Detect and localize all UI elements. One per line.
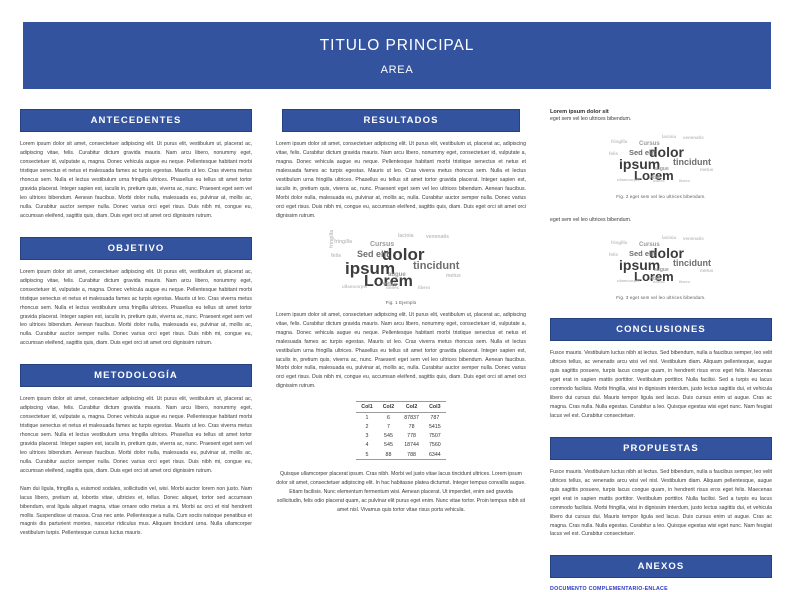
table-cell: 1 bbox=[365, 414, 369, 421]
resultados-body-1: Lorem ipsum dolor sit amet, consectetuer… bbox=[276, 141, 526, 219]
table-header-row: Col1 Col2 Col2 Col3 bbox=[356, 401, 446, 414]
spacer bbox=[20, 230, 252, 237]
right-intro-sub: eget sem vel leo ultrices bibendum. bbox=[550, 116, 632, 123]
section-header-anexos: ANEXOS bbox=[550, 555, 772, 579]
poster-canvas: TITULO PRINCIPAL AREA ANTECEDENTES Lorem… bbox=[20, 22, 772, 592]
right-intro-sub-2: eget sem vel leo ultrices bibendum. bbox=[550, 217, 632, 224]
table-cell: 3 bbox=[365, 433, 369, 440]
table-cell: 787 bbox=[430, 414, 440, 421]
column-right: Lorem ipsum dolor sit eget sem vel leo u… bbox=[550, 109, 772, 592]
table-col-header: Col2 bbox=[377, 401, 400, 414]
wordcloud-3-image: dolor ipsum Lorem tincidunt Sed elit Cur… bbox=[605, 233, 717, 288]
table-cell: 88 bbox=[377, 450, 400, 461]
metodologia-body-2: Nam dui ligula, fringilla a, euismod sod… bbox=[20, 485, 252, 537]
section-header-objetivo: OBJETIVO bbox=[20, 236, 252, 260]
resultados-body-2: Lorem ipsum dolor sit amet, consectetuer… bbox=[276, 311, 526, 390]
figure-1: dolor ipsum Lorem tincidunt Sed elit Cur… bbox=[276, 230, 526, 305]
table-cell: 2 bbox=[365, 424, 369, 431]
column-left: ANTECEDENTES Lorem ipsum dolor sit amet,… bbox=[20, 109, 252, 547]
table-row: 5 88 788 6344 bbox=[356, 450, 446, 461]
figure-2-caption: Fig. 2 eget sem vel leo ultrices bibendu… bbox=[616, 194, 706, 200]
spacer bbox=[20, 357, 252, 364]
table-col-header: Col3 bbox=[423, 401, 446, 414]
section-header-antecedentes: ANTECEDENTES bbox=[20, 109, 252, 133]
section-header-conclusiones: CONCLUSIONES bbox=[550, 318, 772, 342]
wordcloud-2-image: dolor ipsum Lorem tincidunt Sed elit Cur… bbox=[605, 132, 717, 187]
column-middle: RESULTADOS Lorem ipsum dolor sit amet, c… bbox=[276, 109, 526, 524]
conclusiones-body: Fusce mauris. Vestibulum luctus nibh at … bbox=[550, 350, 772, 419]
right-intro-lead: Lorem ipsum dolor sit bbox=[550, 109, 609, 116]
page-title: TITULO PRINCIPAL bbox=[319, 37, 475, 54]
table-cell: 5 bbox=[356, 450, 378, 461]
figure-1-caption: Fig. 1 Ejemplo bbox=[385, 299, 417, 305]
metodologia-body: Lorem ipsum dolor sit amet, consectetuer… bbox=[20, 396, 252, 474]
table-col-header: Col1 bbox=[356, 401, 378, 414]
table-row: 2 7 78 5415 bbox=[356, 422, 446, 431]
poster-title-banner: TITULO PRINCIPAL AREA bbox=[23, 22, 771, 90]
figure-3-caption: Fig. 3 eget sem vel leo ultrices bibendu… bbox=[616, 295, 706, 301]
table-cell: 87837 bbox=[404, 414, 419, 421]
table-cell: 78 bbox=[408, 424, 415, 431]
antecedentes-body: Lorem ipsum dolor sit amet, consectetuer… bbox=[20, 141, 252, 219]
table-cell: 778 bbox=[407, 433, 416, 440]
table-cell: 545 bbox=[384, 433, 393, 440]
section-header-propuestas: PROPUESTAS bbox=[550, 436, 772, 460]
wordcloud-1-image: dolor ipsum Lorem tincidunt Sed elit Cur… bbox=[326, 230, 476, 292]
section-header-metodologia: METODOLOGÍA bbox=[20, 364, 252, 388]
table-cell: 7507 bbox=[428, 433, 441, 440]
table-row: 1 6 87837 787 bbox=[356, 413, 446, 423]
table-row: 4 545 18744 7560 bbox=[356, 441, 446, 450]
table-col-header: Col2 bbox=[399, 401, 424, 414]
table-cell: 4 bbox=[365, 442, 369, 449]
figure-2: dolor ipsum Lorem tincidunt Sed elit Cur… bbox=[550, 132, 772, 199]
results-table: Col1 Col2 Col2 Col3 1 6 87837 787 bbox=[356, 401, 446, 461]
spacer bbox=[550, 548, 772, 555]
table-cell: 18744 bbox=[404, 442, 419, 449]
table-cell: 5415 bbox=[428, 424, 441, 431]
table-cell: 6 bbox=[387, 414, 390, 421]
table-cell: 6344 bbox=[423, 450, 446, 461]
table-cell: 545 bbox=[384, 442, 393, 449]
anexo-document-link[interactable]: DOCUMENTO COMPLEMENTARIO-ENLACE bbox=[550, 586, 668, 592]
section-header-resultados: RESULTADOS bbox=[282, 109, 520, 133]
spacer bbox=[550, 430, 772, 437]
resultados-body-3: Quisque ullamcorper placerat ipsum. Cras… bbox=[276, 471, 526, 513]
propuestas-body: Fusce mauris. Vestibulum luctus nibh at … bbox=[550, 468, 772, 538]
objetivo-body: Lorem ipsum dolor sit amet, consectetuer… bbox=[20, 268, 252, 347]
page-subtitle-area: AREA bbox=[380, 64, 414, 77]
figure-3: dolor ipsum Lorem tincidunt Sed elit Cur… bbox=[550, 233, 772, 300]
table-row: 3 545 778 7507 bbox=[356, 432, 446, 441]
spacer bbox=[550, 205, 772, 217]
table-cell: 7 bbox=[387, 424, 390, 431]
table-cell: 7560 bbox=[428, 442, 441, 449]
poster-columns: ANTECEDENTES Lorem ipsum dolor sit amet,… bbox=[20, 109, 774, 592]
results-table-wrap: Col1 Col2 Col2 Col3 1 6 87837 787 bbox=[276, 401, 526, 461]
table-cell: 788 bbox=[399, 450, 424, 461]
spacer bbox=[550, 306, 772, 318]
